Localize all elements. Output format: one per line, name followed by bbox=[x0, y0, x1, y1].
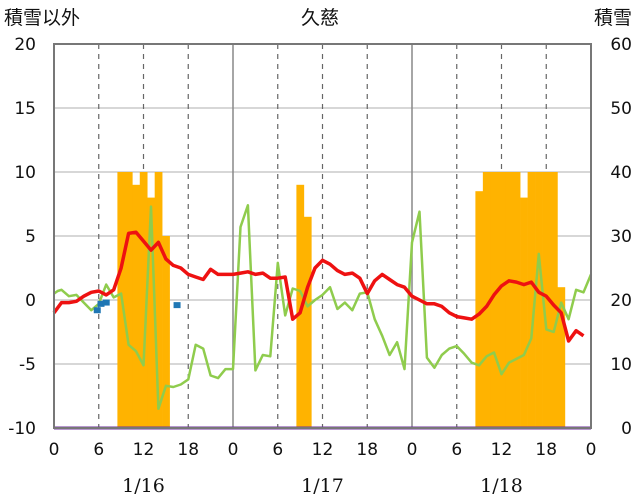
x-tick-label: 12 bbox=[491, 440, 513, 460]
data-point bbox=[93, 307, 101, 314]
x-tick-label: 12 bbox=[312, 440, 334, 460]
snow-bar bbox=[132, 184, 141, 428]
right-tick-label: 40 bbox=[610, 163, 632, 183]
x-tick-label: 0 bbox=[407, 440, 418, 460]
series-line-0 bbox=[53, 204, 593, 411]
snow-bar bbox=[139, 172, 148, 428]
x-tick-label: 18 bbox=[177, 440, 199, 460]
right-axis-label: 積雪 bbox=[594, 7, 632, 29]
left-axis-label: 積雪以外 bbox=[4, 7, 80, 29]
snow-bar bbox=[520, 197, 528, 428]
snow-bar bbox=[505, 172, 513, 428]
x-tick-label: 0 bbox=[228, 440, 239, 460]
snow-bar bbox=[497, 172, 506, 428]
snow-bar bbox=[535, 172, 543, 428]
date-label: 1/17 bbox=[301, 475, 344, 497]
data-point bbox=[97, 300, 105, 307]
x-tick-label: 6 bbox=[451, 440, 462, 460]
snow-bar bbox=[124, 172, 133, 428]
x-tick-label: 6 bbox=[93, 440, 104, 460]
snow-bar bbox=[162, 236, 170, 428]
snow-bar bbox=[490, 172, 499, 428]
x-tick-label: 0 bbox=[49, 440, 60, 460]
right-tick-label: 20 bbox=[610, 291, 632, 311]
right-tick-label: 0 bbox=[621, 419, 632, 439]
series-line-1 bbox=[52, 230, 585, 343]
left-tick-label: 15 bbox=[14, 99, 36, 119]
left-tick-label: -5 bbox=[19, 355, 36, 375]
date-label: 1/18 bbox=[480, 475, 523, 497]
snow-bar bbox=[482, 172, 491, 428]
x-tick-label: 18 bbox=[535, 440, 557, 460]
chart-title: 久慈 bbox=[301, 7, 339, 29]
x-tick-label: 18 bbox=[356, 440, 378, 460]
left-tick-label: -10 bbox=[8, 419, 36, 439]
left-tick-label: 5 bbox=[25, 227, 36, 247]
snow-bar bbox=[527, 172, 536, 428]
snow-bar bbox=[303, 216, 312, 428]
snow-bar bbox=[512, 172, 521, 428]
right-tick-label: 60 bbox=[610, 35, 632, 55]
snow-bar bbox=[542, 172, 551, 428]
left-tick-label: 20 bbox=[14, 35, 36, 55]
data-point bbox=[173, 302, 181, 309]
snow-bar bbox=[147, 197, 155, 428]
data-point bbox=[102, 299, 110, 306]
date-label: 1/16 bbox=[122, 475, 165, 497]
x-tick-label: 0 bbox=[586, 440, 597, 460]
snow-bar bbox=[557, 287, 566, 428]
snow-bar bbox=[549, 172, 558, 428]
left-tick-label: 0 bbox=[25, 291, 36, 311]
x-tick-label: 12 bbox=[133, 440, 155, 460]
left-tick-label: 10 bbox=[14, 163, 36, 183]
x-tick-label: 6 bbox=[272, 440, 283, 460]
right-tick-label: 50 bbox=[610, 99, 632, 119]
right-tick-label: 30 bbox=[610, 227, 632, 247]
right-tick-label: 10 bbox=[610, 355, 632, 375]
snow-bar bbox=[475, 191, 484, 428]
plot-frame bbox=[53, 43, 592, 429]
snow-bar bbox=[154, 172, 163, 428]
